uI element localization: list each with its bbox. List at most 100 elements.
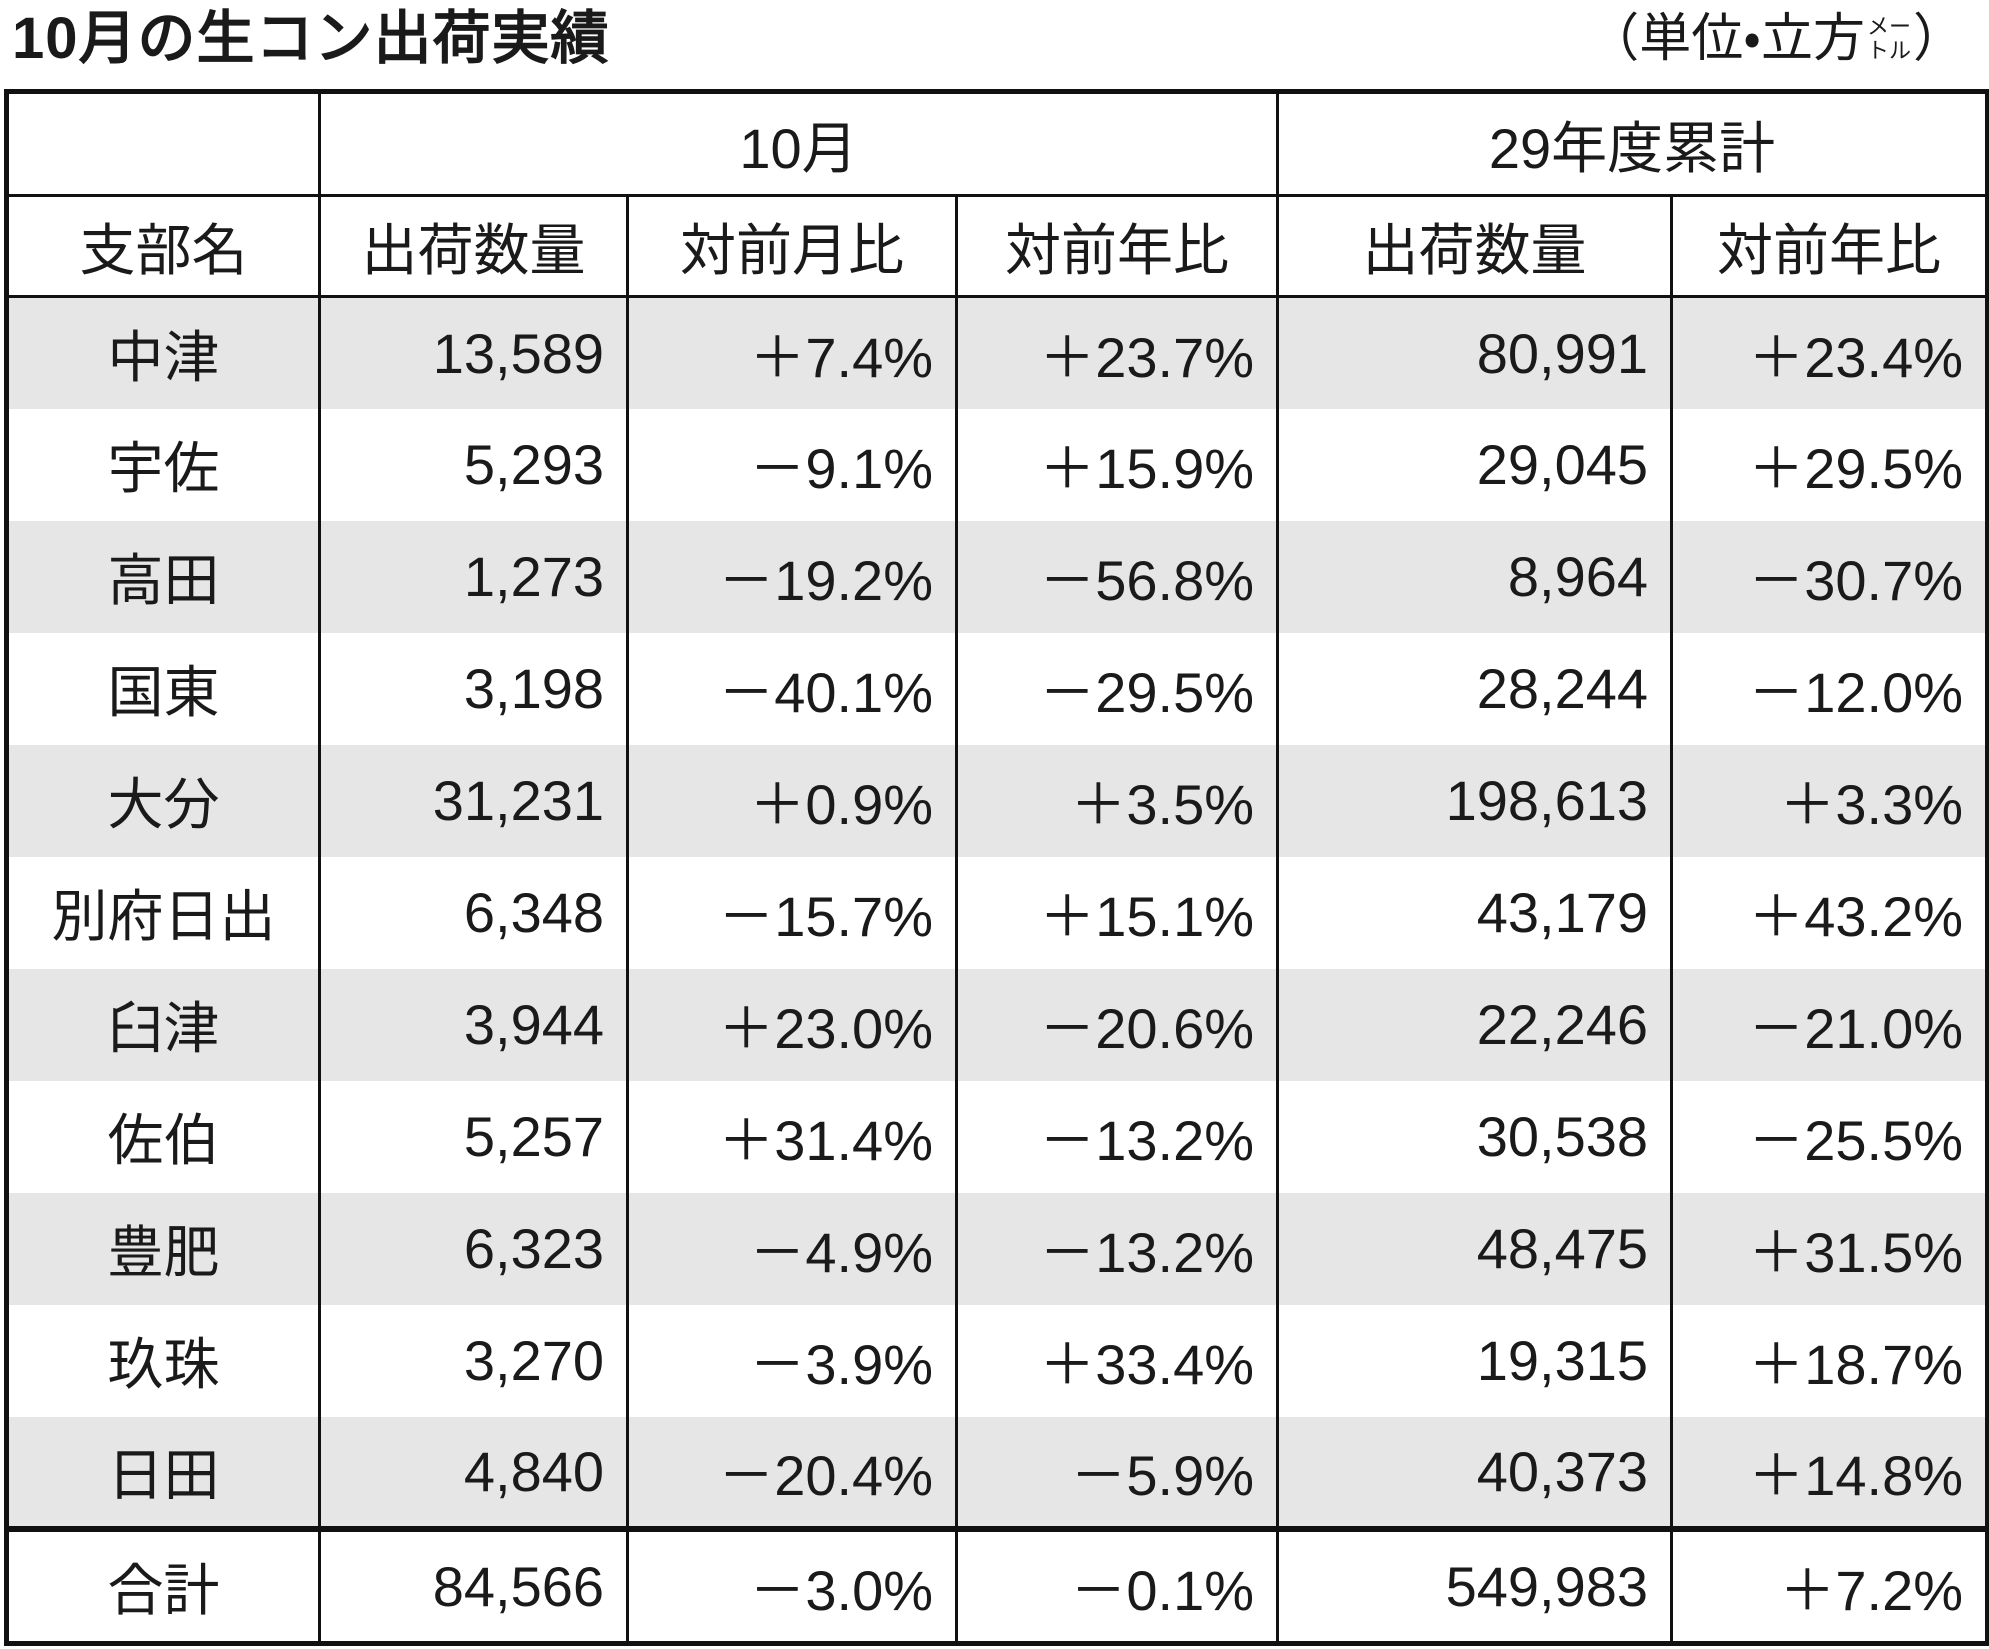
total-cell: ＋7.2% xyxy=(1670,1525,1989,1645)
table-row: 別府日出 6,348 －15.7% ＋15.1% 43,179 ＋43.2% xyxy=(5,856,1989,969)
cell: ＋0.9% xyxy=(626,744,958,857)
cell: －3.9% xyxy=(626,1304,958,1417)
unit-small-top: メー xyxy=(1866,14,1911,39)
total-cell: 84,566 xyxy=(318,1525,629,1645)
cell: 5,257 xyxy=(318,1080,629,1193)
branch-name: 臼津 xyxy=(5,968,321,1081)
table-row: 大分 31,231 ＋0.9% ＋3.5% 198,613 ＋3.3% xyxy=(5,744,1989,857)
unit-small-bottom: トル xyxy=(1866,38,1911,63)
table-row: 国東 3,198 －40.1% －29.5% 28,244 －12.0% xyxy=(5,632,1989,745)
title: 10月の生コン出荷実績 xyxy=(12,6,610,71)
branch-name: 高田 xyxy=(5,520,321,633)
total-cell: －0.1% xyxy=(954,1525,1280,1645)
table-row: 玖珠 3,270 －3.9% ＋33.4% 19,315 ＋18.7% xyxy=(5,1304,1989,1417)
cell: 3,944 xyxy=(318,968,629,1081)
cell: 80,991 xyxy=(1276,296,1674,409)
column-header: 支部名 xyxy=(5,194,321,298)
cell: －20.6% xyxy=(954,968,1280,1081)
branch-name: 大分 xyxy=(5,744,321,857)
cell: ＋31.4% xyxy=(626,1080,958,1193)
table-row: 高田 1,273 －19.2% －56.8% 8,964 －30.7% xyxy=(5,520,1989,633)
total-cell: 549,983 xyxy=(1276,1525,1674,1645)
unit-small: メー トル xyxy=(1867,15,1911,63)
table-row: 豊肥 6,323 －4.9% －13.2% 48,475 ＋31.5% xyxy=(5,1192,1989,1305)
unit-note: （単位・立方 メー トル ） xyxy=(1587,6,1965,72)
cell: 48,475 xyxy=(1276,1192,1674,1305)
cell: ＋43.2% xyxy=(1670,856,1989,969)
cell: 13,589 xyxy=(318,296,629,409)
cell: ＋33.4% xyxy=(954,1304,1280,1417)
group-header-row: 10月 29年度累計 xyxy=(5,90,1989,197)
group-header: 29年度累計 xyxy=(1276,90,1989,197)
total-label: 合計 xyxy=(5,1525,321,1645)
cell: ＋23.7% xyxy=(954,296,1280,409)
cell: ＋31.5% xyxy=(1670,1192,1989,1305)
cell: ＋18.7% xyxy=(1670,1304,1989,1417)
cell: 40,373 xyxy=(1276,1416,1674,1529)
cell: －56.8% xyxy=(954,520,1280,633)
cell: 19,315 xyxy=(1276,1304,1674,1417)
total-cell: －3.0% xyxy=(626,1525,958,1645)
column-header: 対前月比 xyxy=(626,194,958,298)
cell: ＋15.1% xyxy=(954,856,1280,969)
table-body: 中津 13,589 ＋7.4% ＋23.7% 80,991 ＋23.4% 宇佐 5,293 －9… xyxy=(5,296,1989,1529)
cell: ＋23.0% xyxy=(626,968,958,1081)
branch-name: 玖珠 xyxy=(5,1304,321,1417)
cell: －9.1% xyxy=(626,408,958,521)
cell: 3,270 xyxy=(318,1304,629,1417)
column-header: 出荷数量 xyxy=(1276,194,1674,298)
branch-name: 中津 xyxy=(5,296,321,409)
cell: ＋29.5% xyxy=(1670,408,1989,521)
cell: 3,198 xyxy=(318,632,629,745)
cell: ＋7.4% xyxy=(626,296,958,409)
table-row: 臼津 3,944 ＋23.0% －20.6% 22,246 －21.0% xyxy=(5,968,1989,1081)
cell: －13.2% xyxy=(954,1080,1280,1193)
cell: －5.9% xyxy=(954,1416,1280,1529)
cell: 8,964 xyxy=(1276,520,1674,633)
table-row: 宇佐 5,293 －9.1% ＋15.9% 29,045 ＋29.5% xyxy=(5,408,1989,521)
cell: －15.7% xyxy=(626,856,958,969)
cell: ＋15.9% xyxy=(954,408,1280,521)
cell: 31,231 xyxy=(318,744,629,857)
cell: －29.5% xyxy=(954,632,1280,745)
cell: －13.2% xyxy=(954,1192,1280,1305)
cell: 29,045 xyxy=(1276,408,1674,521)
branch-name: 別府日出 xyxy=(5,856,321,969)
cell: －19.2% xyxy=(626,520,958,633)
column-header-row: 支部名 出荷数量 対前月比 対前年比 出荷数量 対前年比 xyxy=(5,194,1989,298)
table-row: 佐伯 5,257 ＋31.4% －13.2% 30,538 －25.5% xyxy=(5,1080,1989,1193)
branch-name: 佐伯 xyxy=(5,1080,321,1193)
branch-name: 豊肥 xyxy=(5,1192,321,1305)
column-header: 出荷数量 xyxy=(318,194,629,298)
cell: 198,613 xyxy=(1276,744,1674,857)
branch-name: 日田 xyxy=(5,1416,321,1529)
cell: －20.4% xyxy=(626,1416,958,1529)
empty-header xyxy=(5,90,321,197)
cell: ＋23.4% xyxy=(1670,296,1989,409)
branch-name: 国東 xyxy=(5,632,321,745)
cell: 43,179 xyxy=(1276,856,1674,969)
column-header: 対前年比 xyxy=(954,194,1280,298)
cell: 5,293 xyxy=(318,408,629,521)
cell: ＋3.5% xyxy=(954,744,1280,857)
cell: 22,246 xyxy=(1276,968,1674,1081)
cell: ＋14.8% xyxy=(1670,1416,1989,1529)
cell: 4,840 xyxy=(318,1416,629,1529)
cell: ＋3.3% xyxy=(1670,744,1989,857)
unit-prefix: （単位・立方 xyxy=(1587,10,1865,68)
cell: －4.9% xyxy=(626,1192,958,1305)
shipment-table: 10月 29年度累計 支部名 出荷数量 対前月比 対前年比 出荷数量 対前年比 中津 13,… xyxy=(4,89,1989,1646)
group-header: 10月 xyxy=(317,90,1280,197)
cell: 6,323 xyxy=(318,1192,629,1305)
cell: －21.0% xyxy=(1670,968,1989,1081)
unit-suffix: ） xyxy=(1912,10,1965,68)
cell: 28,244 xyxy=(1276,632,1674,745)
total-row: 合計 84,566 －3.0% －0.1% 549,983 ＋7.2% xyxy=(5,1525,1989,1645)
table-row: 日田 4,840 －20.4% －5.9% 40,373 ＋14.8% xyxy=(5,1416,1989,1529)
cell: 6,348 xyxy=(318,856,629,969)
cell: 1,273 xyxy=(318,520,629,633)
cell: －25.5% xyxy=(1670,1080,1989,1193)
table-row: 中津 13,589 ＋7.4% ＋23.7% 80,991 ＋23.4% xyxy=(5,296,1989,409)
cell: 30,538 xyxy=(1276,1080,1674,1193)
